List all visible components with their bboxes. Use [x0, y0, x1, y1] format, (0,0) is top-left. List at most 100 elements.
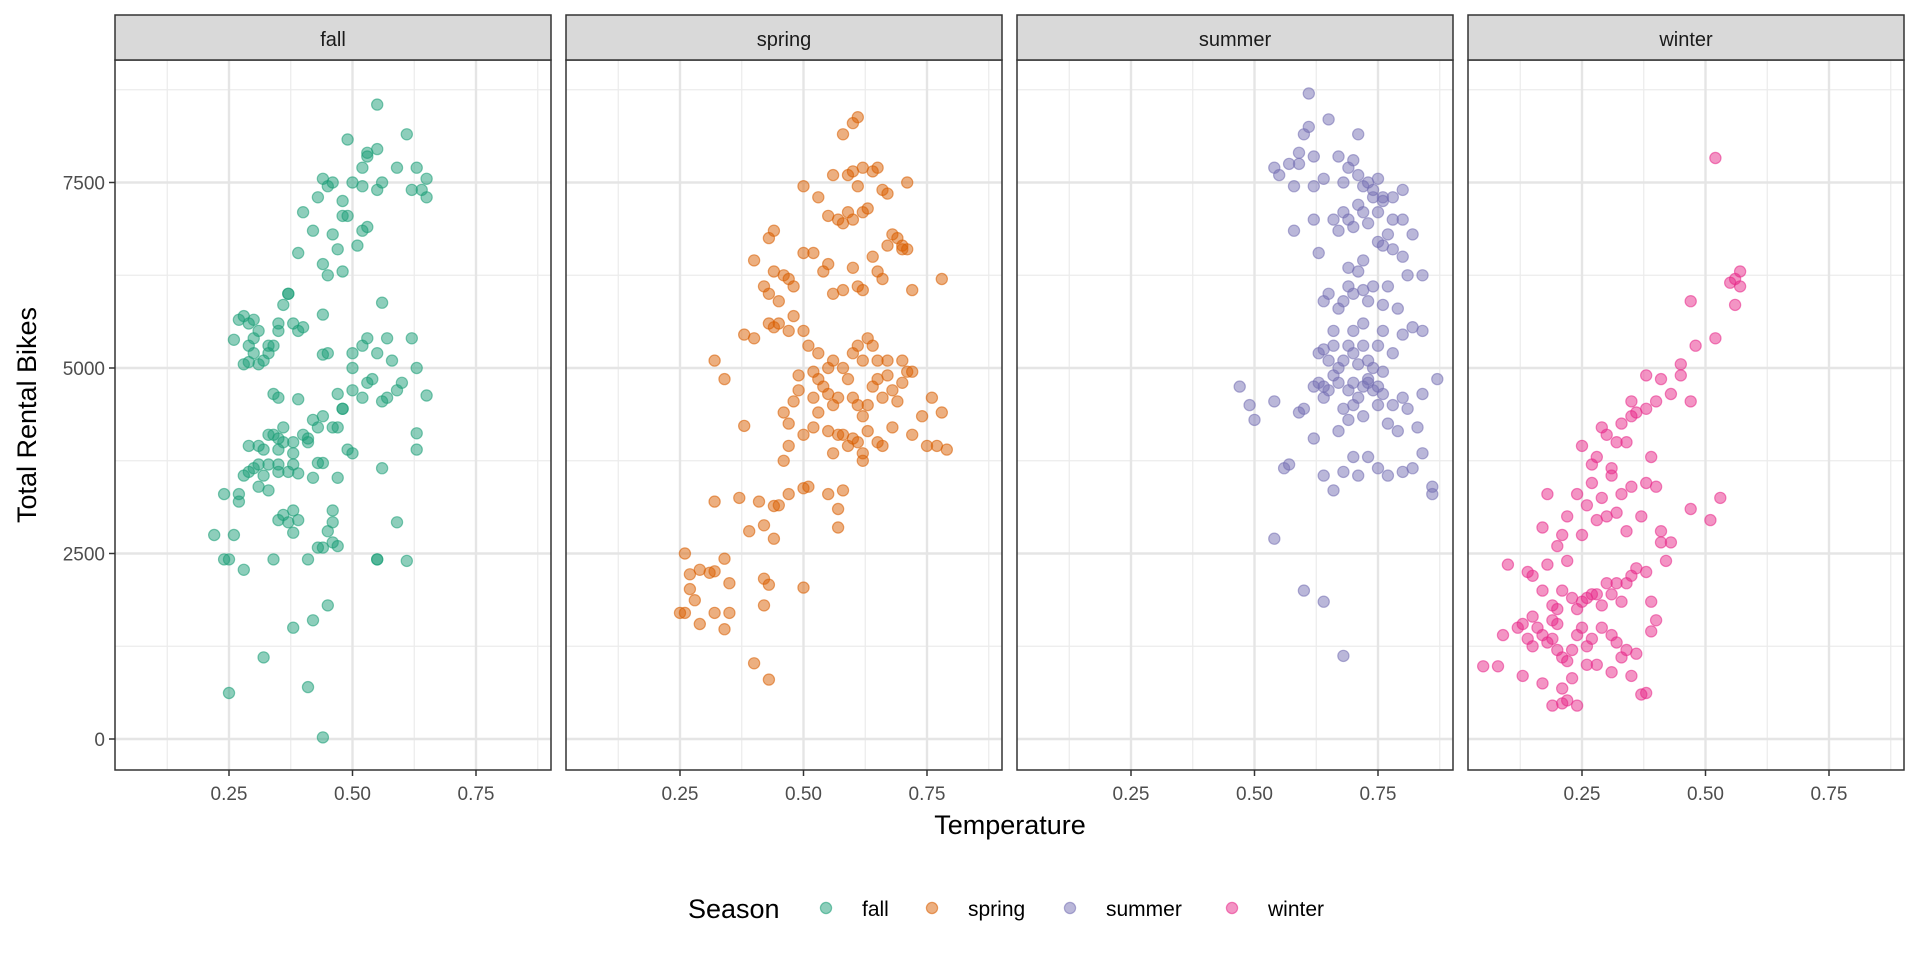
data-point: [836, 484, 850, 497]
panel-winter: winter 0.25 0.50 0.75: [1467, 14, 1905, 805]
data-point: [410, 361, 423, 375]
data-point: [915, 410, 929, 423]
data-point: [1401, 269, 1414, 282]
data-point: [1654, 372, 1668, 386]
data-point: [856, 410, 870, 423]
data-point: [1317, 380, 1330, 393]
data-point: [1639, 565, 1653, 579]
data-point: [420, 172, 433, 185]
data-point: [287, 458, 300, 471]
data-point: [1396, 213, 1409, 226]
data-point: [1322, 354, 1335, 367]
y-tick-label: 7500: [63, 174, 105, 195]
data-point: [678, 606, 692, 620]
facet-strip: [565, 14, 1003, 61]
data-point: [886, 384, 899, 397]
data-point: [718, 623, 731, 636]
data-point: [321, 269, 334, 282]
data-point: [326, 504, 339, 517]
data-point: [366, 372, 379, 386]
data-point: [836, 361, 850, 375]
data-point: [822, 487, 835, 501]
data-point: [1426, 480, 1439, 493]
data-point: [708, 495, 721, 508]
data-point: [738, 419, 751, 433]
data-point: [1615, 417, 1628, 430]
data-point: [1536, 521, 1549, 534]
data-point: [272, 513, 285, 527]
facet-strip-label: fall: [320, 29, 346, 51]
data-point: [1659, 554, 1673, 568]
data-point: [1555, 682, 1569, 695]
data-point: [757, 599, 771, 612]
data-point: [1381, 469, 1395, 482]
data-point: [1371, 339, 1385, 352]
data-point: [1391, 424, 1405, 438]
data-point: [1664, 387, 1678, 401]
data-point: [836, 283, 850, 297]
data-point: [1396, 250, 1409, 263]
data-point: [1361, 217, 1375, 230]
facet-strip: [1467, 14, 1905, 61]
data-point: [1496, 628, 1510, 642]
legend-key: [1063, 901, 1077, 915]
data-point: [247, 313, 260, 326]
x-tick-label: 0.25: [1564, 784, 1601, 805]
data-point: [1322, 287, 1335, 300]
x-tick-label: 0.50: [1236, 784, 1273, 805]
facet-strip-label: summer: [1199, 29, 1272, 51]
data-point: [1411, 421, 1424, 434]
data-point: [1381, 417, 1395, 430]
data-point: [733, 491, 746, 505]
data-point: [311, 456, 325, 470]
data-point: [836, 128, 850, 141]
data-point: [792, 369, 805, 382]
x-tick-label: 0.25: [1113, 784, 1150, 805]
data-point: [777, 406, 790, 419]
legend-key: [1225, 901, 1239, 915]
data-point: [747, 254, 761, 267]
data-point: [1546, 632, 1559, 646]
data-point: [1332, 224, 1345, 237]
data-point: [1560, 554, 1574, 568]
data-point: [876, 272, 889, 286]
data-point: [1337, 465, 1350, 479]
data-point: [1287, 179, 1301, 193]
data-point: [802, 339, 815, 352]
data-point: [693, 617, 707, 631]
data-point: [1381, 280, 1395, 293]
data-point: [331, 387, 344, 401]
data-point: [1546, 614, 1559, 627]
data-point: [341, 209, 354, 223]
data-point: [331, 243, 344, 256]
data-point: [395, 376, 409, 389]
data-point: [708, 354, 721, 367]
data-point: [856, 454, 870, 467]
data-point: [1605, 588, 1618, 601]
data-point: [1347, 153, 1360, 167]
data-point: [1664, 536, 1678, 549]
data-point: [881, 187, 894, 200]
data-point: [1560, 510, 1574, 523]
data-point: [346, 347, 359, 360]
data-point: [1386, 191, 1400, 204]
data-point: [1728, 298, 1742, 312]
panel-fall: fall 0.25 0.50 0.75 0 2500 5000 7500: [63, 14, 552, 805]
data-point: [723, 577, 736, 590]
data-point: [772, 499, 786, 512]
data-point: [1337, 354, 1350, 367]
data-point: [227, 333, 241, 346]
data-point: [891, 395, 904, 408]
legend-item-summer: summer: [1063, 898, 1182, 921]
data-point: [1337, 649, 1350, 663]
data-point: [1307, 179, 1321, 193]
data-point: [1590, 450, 1604, 464]
data-point: [787, 309, 800, 323]
data-point: [375, 296, 389, 309]
data-point: [1351, 168, 1365, 182]
legend: Season fall spring summer winter: [688, 894, 1324, 924]
data-point: [405, 332, 418, 345]
x-tick-label: 0.25: [662, 784, 699, 805]
data-point: [757, 519, 771, 532]
data-point: [1347, 450, 1360, 464]
